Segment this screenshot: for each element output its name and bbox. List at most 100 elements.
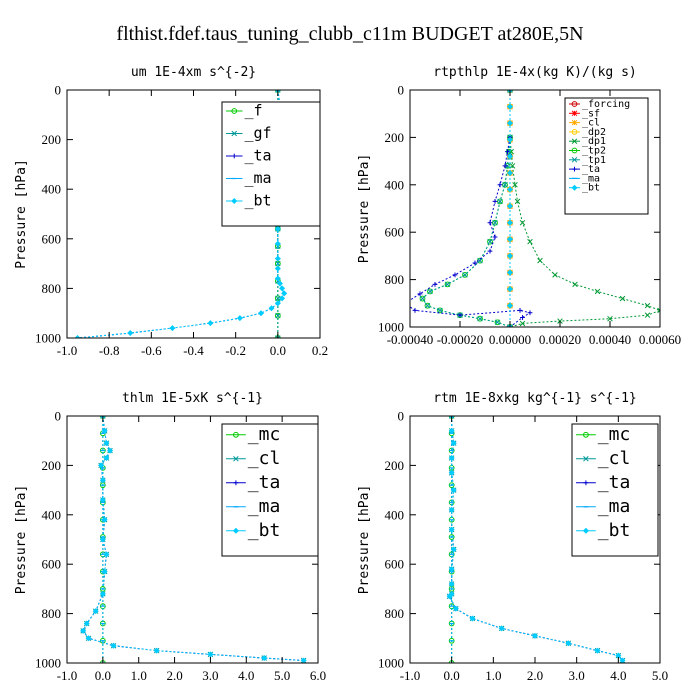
series-line: [421, 90, 511, 327]
data-point: [437, 307, 443, 314]
y-axis-label: Pressure [hPa]: [14, 159, 29, 269]
data-point: [507, 103, 513, 110]
data-point: [274, 275, 281, 282]
data-point: [448, 469, 455, 476]
series-line: [421, 90, 511, 327]
legend: _f _gf _ta _ma _bt: [221, 101, 321, 227]
y-tick-label: 0: [398, 409, 405, 424]
legend-marker: [233, 456, 239, 462]
data-point: [505, 149, 510, 155]
data-point: [207, 320, 214, 327]
data-point: [448, 526, 455, 533]
data-point: [502, 163, 508, 169]
data-point: [497, 198, 503, 205]
y-tick-label: 1000: [35, 331, 61, 346]
legend-box: [221, 423, 319, 557]
data-point: [450, 487, 457, 494]
y-tick-label: 0: [55, 409, 62, 424]
series-group: [80, 416, 307, 663]
data-point: [275, 295, 281, 302]
data-point: [517, 308, 523, 313]
data-point: [472, 260, 478, 266]
data-point: [446, 593, 453, 600]
data-point: [276, 280, 283, 287]
x-tick-label: 0.2: [312, 343, 328, 358]
legend-label: _ta: [245, 147, 272, 165]
data-point: [127, 330, 134, 337]
legend-label: _ma: [248, 496, 281, 517]
y-tick-label: 0: [55, 83, 62, 98]
data-point: [572, 281, 578, 288]
data-point: [507, 324, 513, 327]
data-point: [644, 302, 651, 309]
data-point: [281, 290, 288, 297]
data-point: [448, 566, 455, 573]
data-point: [99, 477, 106, 484]
data-point: [275, 335, 281, 338]
data-point: [279, 295, 286, 302]
legend-label: _bt: [245, 192, 272, 210]
data-point: [99, 536, 106, 543]
legend-marker: [571, 157, 578, 163]
data-point: [520, 315, 525, 320]
data-point: [494, 319, 501, 326]
data-point: [497, 198, 503, 205]
x-tick-label: 5.0: [274, 668, 290, 683]
data-point: [619, 295, 626, 302]
x-tick-label: 6.0: [310, 668, 326, 683]
data-point: [427, 288, 433, 295]
x-tick-label: -0.2: [225, 343, 246, 358]
data-point: [469, 615, 476, 622]
data-point: [110, 642, 117, 649]
data-point: [462, 271, 468, 278]
legend-marker: [571, 119, 578, 126]
legend-label: _sf: [582, 108, 600, 119]
data-point: [98, 462, 105, 469]
data-point: [657, 307, 660, 314]
legend-label: _dp1: [582, 136, 606, 147]
data-point: [403, 301, 408, 306]
y-tick-label: 800: [385, 606, 405, 621]
data-point: [419, 295, 426, 302]
data-point: [419, 295, 426, 302]
data-point: [462, 272, 468, 278]
data-point: [448, 416, 455, 419]
series-line: [82, 416, 304, 662]
data-point: [448, 580, 455, 587]
data-point: [444, 281, 451, 288]
x-tick-label: 4.0: [238, 668, 254, 683]
data-point: [99, 496, 106, 503]
data-point: [644, 312, 651, 318]
legend-label: _cl: [248, 448, 281, 469]
legend-box: [221, 101, 321, 227]
data-point: [417, 291, 423, 297]
legend-label: _bt: [598, 520, 631, 541]
y-tick-label: 800: [385, 272, 405, 287]
legend-marker: [571, 138, 578, 144]
data-point: [101, 568, 108, 575]
legend-marker: [571, 110, 578, 117]
data-point: [487, 238, 493, 245]
legend-marker: [233, 431, 239, 438]
data-point: [494, 319, 501, 326]
data-point: [207, 651, 214, 658]
data-point: [498, 625, 505, 632]
legend-label: _mc: [248, 424, 281, 445]
x-tick-label: 0.0: [95, 668, 111, 683]
data-point: [452, 605, 459, 612]
x-tick-label: 0.0: [270, 343, 286, 358]
y-tick-label: 400: [42, 507, 62, 522]
legend-marker: [232, 527, 239, 534]
legend-marker: [583, 480, 589, 486]
data-point: [448, 427, 455, 434]
data-point: [552, 272, 558, 278]
x-tick-label: 1.0: [131, 668, 147, 683]
data-point: [169, 325, 176, 332]
data-point: [507, 120, 513, 127]
legend-label: _mc: [598, 424, 631, 445]
y-tick-label: 600: [385, 557, 405, 572]
y-tick-label: 200: [42, 458, 62, 473]
data-point: [514, 198, 521, 205]
data-point: [74, 335, 81, 338]
